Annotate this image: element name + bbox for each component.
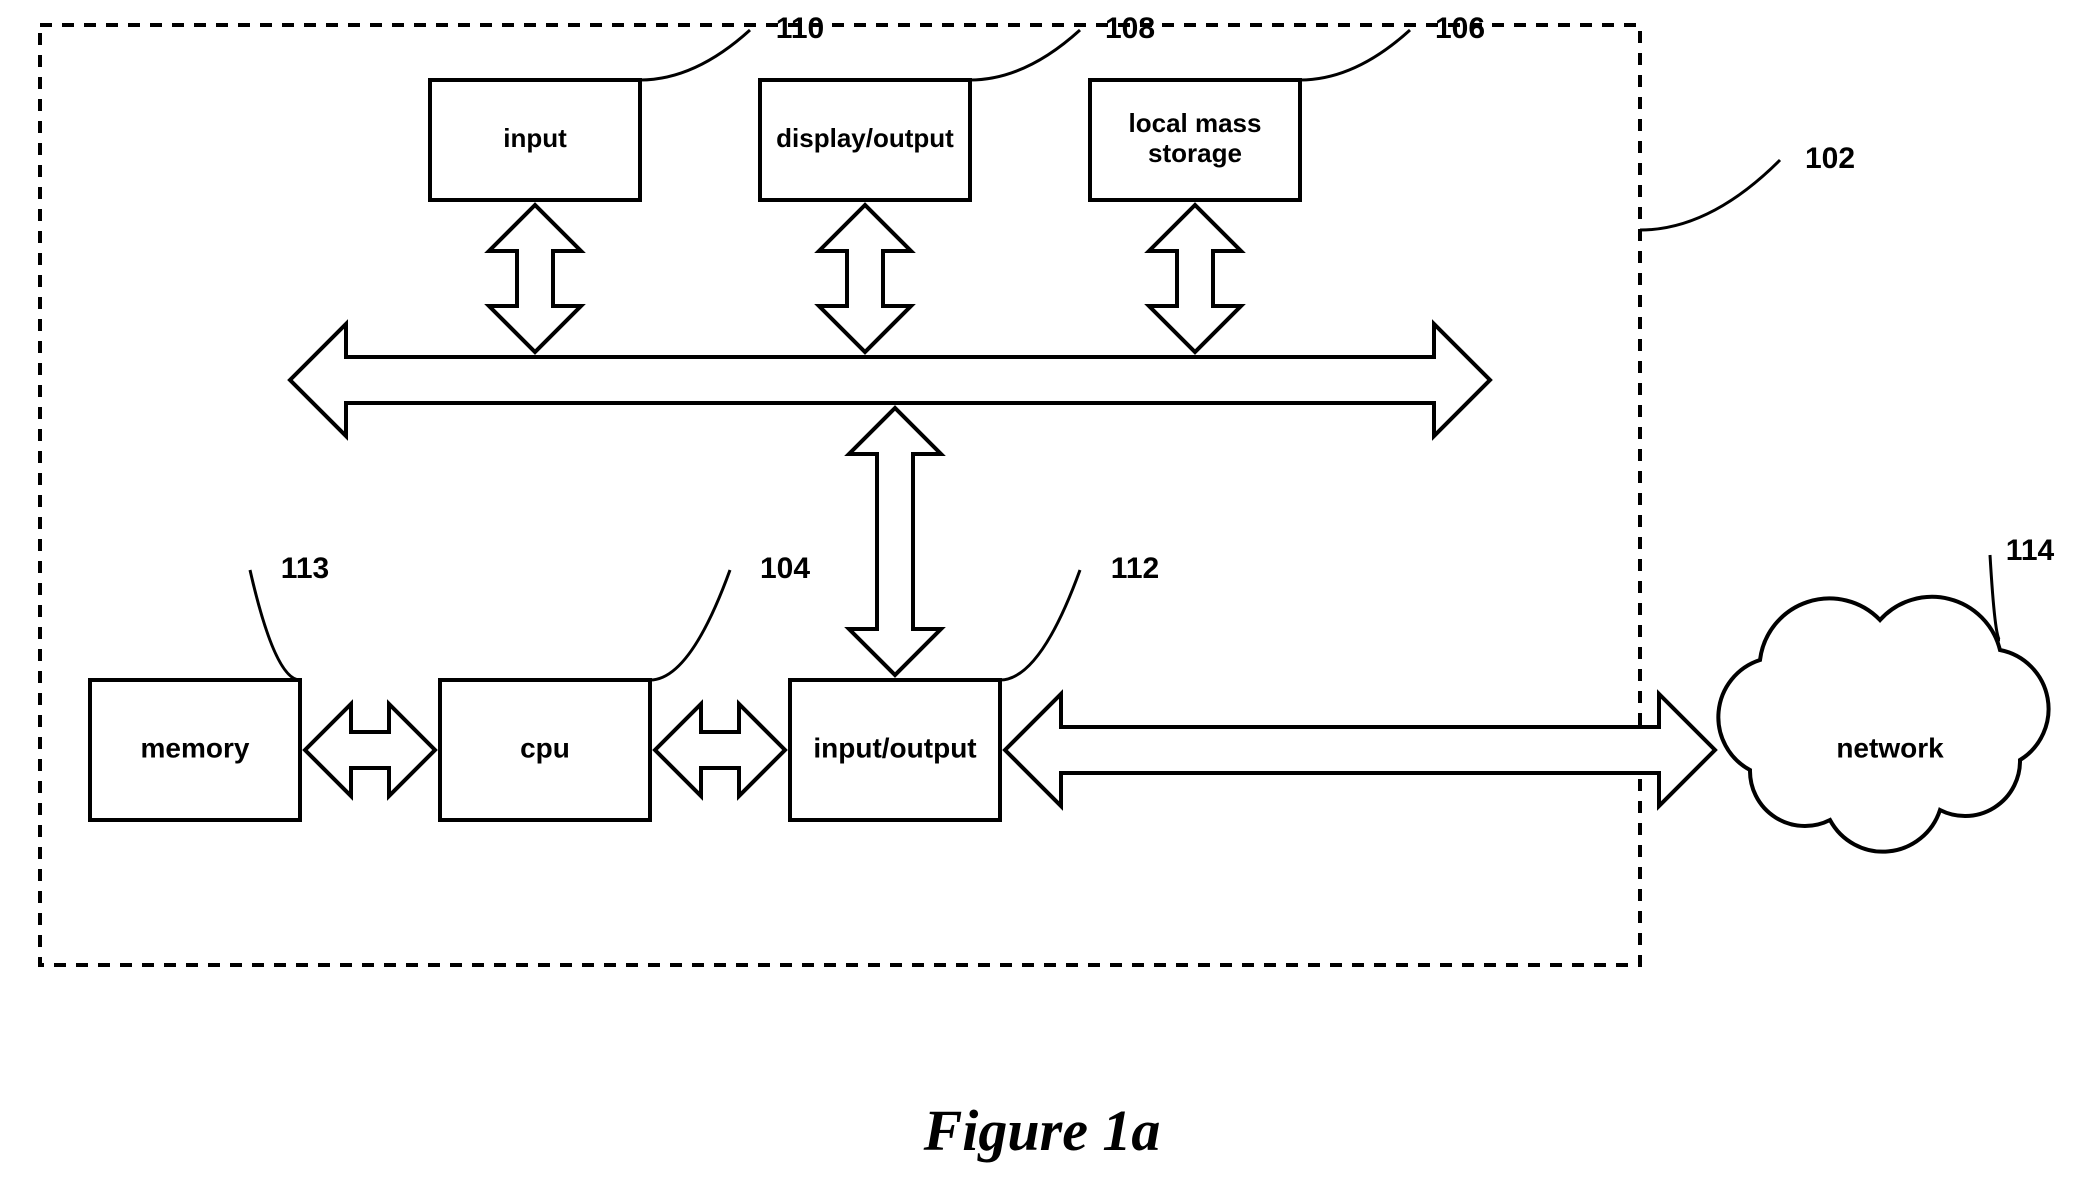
box-label-io: input/output bbox=[813, 732, 976, 763]
ref-label-106: 106 bbox=[1435, 12, 1485, 45]
arrow-mem_cpu bbox=[305, 704, 435, 796]
box-label-memory: memory bbox=[141, 732, 250, 763]
arrow-input_to_bus bbox=[489, 205, 581, 352]
ref-label-113: 113 bbox=[281, 552, 329, 585]
box-label-storage: local mass bbox=[1129, 108, 1262, 138]
ref-label-104: 104 bbox=[760, 552, 810, 585]
ref-label-108: 108 bbox=[1105, 12, 1155, 45]
leader-102 bbox=[1640, 160, 1780, 230]
box-label-storage: storage bbox=[1148, 138, 1242, 168]
box-label-cpu: cpu bbox=[520, 732, 570, 763]
leader-113 bbox=[250, 570, 300, 680]
leader-104 bbox=[650, 570, 730, 680]
cloud-label: network bbox=[1836, 732, 1944, 763]
ref-label-102: 102 bbox=[1805, 142, 1855, 175]
ref-label-114: 114 bbox=[2006, 534, 2055, 567]
leader-106 bbox=[1300, 30, 1410, 80]
system-block-diagram: input display/output local massstorage memo… bbox=[0, 0, 2084, 1202]
arrow-display_to_bus bbox=[819, 205, 911, 352]
leader-112 bbox=[1000, 570, 1080, 680]
arrow-bus_to_io bbox=[849, 408, 941, 675]
ref-label-110: 110 bbox=[776, 12, 824, 45]
arrow-cpu_io bbox=[655, 704, 785, 796]
arrow-io_net bbox=[1005, 694, 1715, 806]
arrow-storage_to_bus bbox=[1149, 205, 1241, 352]
leader-110 bbox=[640, 30, 750, 80]
ref-label-112: 112 bbox=[1111, 552, 1159, 585]
box-label-input: input bbox=[503, 123, 567, 153]
figure-caption: Figure 1a bbox=[923, 1098, 1161, 1163]
leader-108 bbox=[970, 30, 1080, 80]
box-label-display: display/output bbox=[776, 123, 954, 153]
